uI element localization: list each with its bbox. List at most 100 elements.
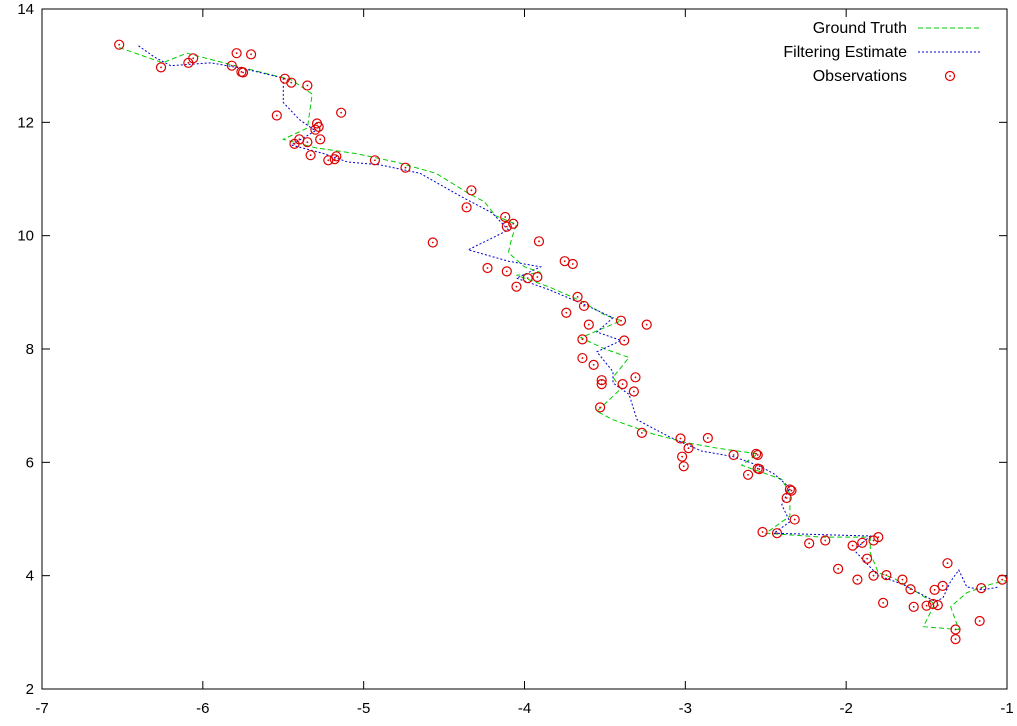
observation-point <box>927 598 939 610</box>
observation-point <box>617 379 628 390</box>
observation-point-center <box>309 154 312 157</box>
observation-point <box>336 107 347 118</box>
observation-point-center <box>536 276 539 278</box>
observation-point-center <box>925 604 928 607</box>
x-tick-label: -3 <box>679 700 692 717</box>
observation-point <box>226 60 237 71</box>
observation-point <box>678 461 689 472</box>
y-tick-label: 10 <box>17 228 34 245</box>
observation-point-center <box>538 240 540 243</box>
observation-point-center <box>505 270 508 273</box>
observation-point <box>619 335 630 346</box>
observation-point-center <box>504 216 507 218</box>
observation-point-center <box>851 544 854 547</box>
observation-point <box>932 600 943 611</box>
observation-point-center <box>293 142 296 145</box>
x-tick-label: -6 <box>196 700 209 717</box>
legend-label-observations: Observations <box>813 68 907 85</box>
observation-point-center <box>600 383 603 386</box>
observation-point-center <box>230 64 233 67</box>
observation-point <box>331 151 342 162</box>
legend: Ground Truth Filtering Estimate Observatio… <box>783 20 982 85</box>
observation-point-center <box>505 225 508 228</box>
observation-point-center <box>192 57 195 60</box>
observation-point <box>630 372 641 383</box>
observation-point-center <box>641 431 643 434</box>
observation-point <box>804 538 815 549</box>
observation-point <box>245 49 257 60</box>
observation-point-center <box>761 531 764 533</box>
observation-point <box>628 386 639 397</box>
y-tick-label: 4 <box>26 568 34 585</box>
observation-point-center <box>298 138 301 141</box>
observation-point <box>857 537 868 548</box>
y-tick-label: 14 <box>17 1 34 18</box>
observation-point <box>784 484 795 495</box>
observation-point <box>302 80 313 91</box>
observation-point <box>567 258 578 270</box>
observation-point-center <box>785 497 788 499</box>
series-layer <box>114 39 1008 645</box>
y-tick-label: 8 <box>26 341 34 358</box>
observation-point <box>728 449 739 461</box>
observation-point <box>583 319 594 330</box>
observation-point-center <box>306 141 309 144</box>
observation-point-center <box>788 488 791 491</box>
x-tick-label: -1 <box>1000 700 1013 717</box>
observation-point-center <box>583 305 585 307</box>
observation-point <box>155 62 167 73</box>
observation-point-center <box>314 128 317 131</box>
observation-point <box>997 574 1008 585</box>
observation-point-center <box>732 454 735 456</box>
observation-point-center <box>909 588 912 591</box>
observation-point-center <box>885 574 888 576</box>
observation-point <box>950 624 961 635</box>
observation-point <box>466 185 477 196</box>
observation-point-center <box>634 376 637 379</box>
observation-point-center <box>882 601 885 604</box>
observation-point-center <box>681 455 684 458</box>
observation-point <box>508 218 519 229</box>
observation-point-center <box>756 467 759 470</box>
observation-point-center <box>565 311 568 314</box>
observation-point <box>315 134 326 145</box>
y-tick-label: 6 <box>26 454 34 471</box>
observation-point <box>754 464 765 475</box>
observation-point-center <box>872 574 875 577</box>
observation-point <box>908 601 919 612</box>
observation-point-center <box>747 473 749 476</box>
observation-point-center <box>978 620 981 622</box>
observation-point <box>942 558 953 569</box>
observations-markers <box>114 39 1008 645</box>
observation-point-center <box>374 159 376 162</box>
observation-point-center <box>632 390 635 393</box>
filtering-estimate-line <box>138 45 1000 602</box>
observation-point-center <box>283 77 286 80</box>
x-tick-label: -2 <box>839 700 852 717</box>
observation-point <box>188 53 199 64</box>
observation-point <box>677 451 688 462</box>
observation-point-center <box>327 159 330 162</box>
observation-point <box>286 77 297 88</box>
observation-point <box>427 237 438 248</box>
observation-point-center <box>776 532 778 535</box>
observation-point <box>897 574 908 585</box>
observation-point-center <box>571 263 574 265</box>
observation-point <box>400 162 411 173</box>
observation-point <box>369 155 381 166</box>
observation-point <box>511 281 522 292</box>
observation-point <box>820 535 831 546</box>
observation-point-center <box>901 578 904 581</box>
observation-point-center <box>587 323 590 326</box>
observation-point-center <box>335 155 338 158</box>
observation-point-center <box>242 71 244 74</box>
observation-point <box>533 236 545 247</box>
observation-point-center <box>118 43 121 46</box>
observation-point-center <box>837 567 840 570</box>
observation-point-center <box>187 61 190 64</box>
observation-point-center <box>679 437 682 440</box>
observation-point-center <box>933 588 936 591</box>
observation-point-center <box>576 295 579 298</box>
observation-point-center <box>1001 578 1004 581</box>
observation-point <box>873 532 884 543</box>
